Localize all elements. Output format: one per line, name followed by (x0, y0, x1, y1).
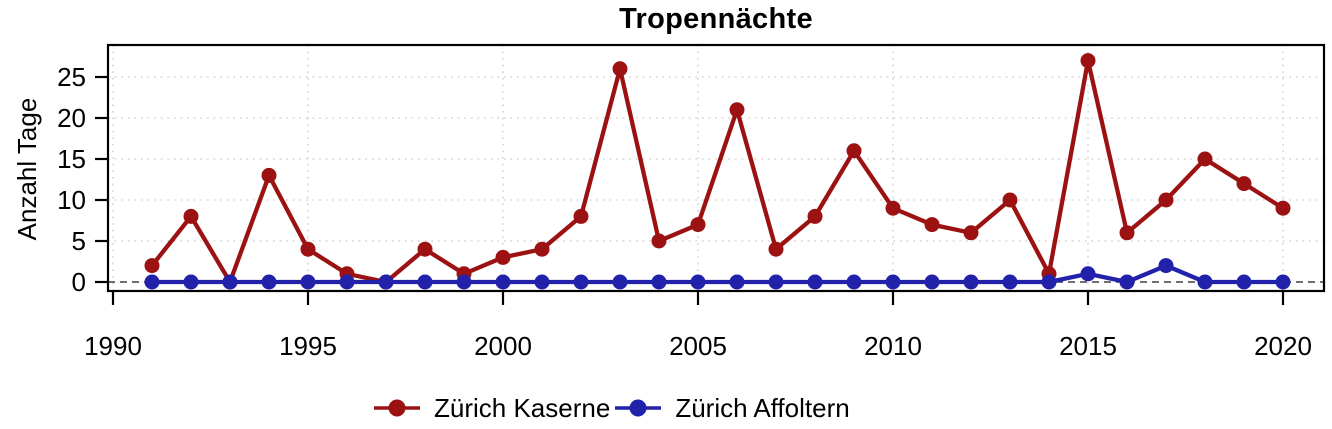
data-point (573, 208, 589, 224)
x-tick-label: 2020 (1254, 331, 1312, 361)
data-point (144, 258, 160, 274)
affoltern-line-marker-icon (615, 399, 662, 417)
series-zuerich-kaserne (144, 53, 1291, 290)
x-tick-label: 2015 (1059, 331, 1117, 361)
data-point (807, 208, 823, 224)
data-point (651, 233, 667, 249)
legend-dot (629, 399, 647, 417)
data-point (222, 274, 238, 290)
data-point (768, 274, 784, 290)
data-point (1158, 192, 1174, 208)
series-line (149, 58, 1286, 285)
data-point (1236, 176, 1252, 192)
data-point (729, 102, 745, 118)
data-point (885, 200, 901, 216)
x-tick-label: 2000 (474, 331, 532, 361)
y-tick-label: 10 (57, 185, 86, 215)
data-point (729, 274, 745, 290)
data-point (807, 274, 823, 290)
data-point (651, 274, 667, 290)
x-tick-label: 1990 (84, 331, 142, 361)
data-point (924, 217, 940, 233)
data-point (690, 274, 706, 290)
data-point (1119, 274, 1135, 290)
data-point (534, 274, 550, 290)
data-point (300, 241, 316, 257)
data-point (261, 167, 277, 183)
data-point (963, 274, 979, 290)
data-point (1236, 274, 1252, 290)
series-zuerich-affoltern (144, 258, 1291, 290)
x-tick-label: 2010 (864, 331, 922, 361)
data-point (1275, 200, 1291, 216)
data-point (495, 249, 511, 265)
legend-item-kaserne: Zürich Kaserne (374, 393, 610, 424)
data-point (924, 274, 940, 290)
data-point (1119, 225, 1135, 241)
data-point (1197, 151, 1213, 167)
x-tick-label: 1995 (279, 331, 337, 361)
gridlines (108, 45, 1324, 291)
data-point (1002, 274, 1018, 290)
data-point (417, 241, 433, 257)
legend-label-kaserne: Zürich Kaserne (434, 392, 611, 423)
data-point (495, 274, 511, 290)
data-point (1080, 266, 1096, 282)
data-point (846, 274, 862, 290)
legend: Zürich Kaserne Zürich Affoltern (374, 392, 850, 424)
series-line (149, 263, 1286, 285)
data-point (963, 225, 979, 241)
y-tick-label: 15 (57, 144, 86, 174)
data-point (378, 274, 394, 290)
data-point (1002, 192, 1018, 208)
data-point (1080, 53, 1096, 69)
data-point (690, 217, 706, 233)
data-point (1275, 274, 1291, 290)
data-point (573, 274, 589, 290)
chart-title: Tropennächte (619, 3, 813, 35)
data-point (846, 143, 862, 159)
axes: 0 5 10 15 20 25 1990 1995 2000 2005 2010 2015 2020 (57, 62, 1312, 361)
data-point (261, 274, 277, 290)
data-point (183, 208, 199, 224)
data-point (339, 274, 355, 290)
data-point (1197, 274, 1213, 290)
y-tick-label: 0 (72, 267, 86, 297)
data-point (885, 274, 901, 290)
plot-border (106, 43, 1326, 293)
data-point (1158, 258, 1174, 274)
data-point (612, 61, 628, 77)
legend-label-affoltern: Zürich Affoltern (675, 392, 850, 423)
data-point (183, 274, 199, 290)
data-point (768, 241, 784, 257)
y-tick-label: 25 (57, 62, 86, 92)
data-point (300, 274, 316, 290)
x-tick-label: 2005 (669, 331, 727, 361)
y-tick-label: 5 (72, 226, 86, 256)
kaserne-line-marker-icon (374, 399, 420, 417)
data-point (1041, 274, 1057, 290)
y-tick-label: 20 (57, 103, 86, 133)
legend-dot (388, 399, 406, 417)
data-point (417, 274, 433, 290)
data-point (456, 274, 472, 290)
data-point (612, 274, 628, 290)
legend-item-affoltern: Zürich Affoltern (615, 392, 850, 424)
data-point (534, 241, 550, 257)
data-point (144, 274, 160, 290)
